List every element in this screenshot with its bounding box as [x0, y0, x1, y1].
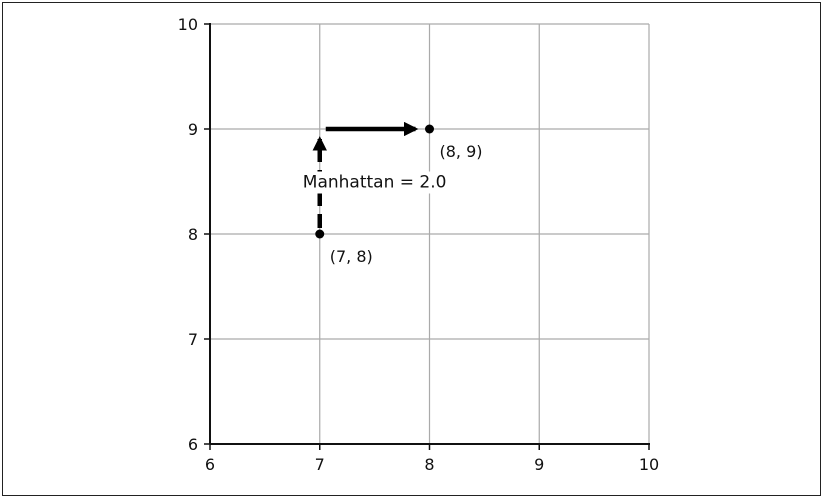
y-tick-label-7: 7 — [188, 330, 198, 349]
y-tick-label-8: 8 — [188, 225, 198, 244]
annotation-label: Manhattan = 2.0 — [303, 173, 447, 193]
manhattan-distance-chart: 6 7 8 9 10 6 7 8 9 10 (7, 8) (8, 9) Manhattan = 2.0 — [178, 15, 660, 474]
x-tick-label-6: 6 — [205, 455, 215, 474]
y-tick-label-10: 10 — [178, 15, 198, 34]
point-label-1: (7, 8) — [330, 247, 373, 266]
annotation-background — [299, 171, 450, 194]
point-label-2: (8, 9) — [440, 142, 483, 161]
x-tick-label-10: 10 — [639, 455, 659, 474]
y-tick-label-6: 6 — [188, 435, 198, 454]
x-tick-label-7: 7 — [315, 455, 325, 474]
x-tick-label-9: 9 — [534, 455, 544, 474]
point-1 — [315, 229, 325, 239]
y-tick-label-9: 9 — [188, 120, 198, 139]
x-tick-label-8: 8 — [424, 455, 434, 474]
point-2 — [425, 124, 434, 134]
